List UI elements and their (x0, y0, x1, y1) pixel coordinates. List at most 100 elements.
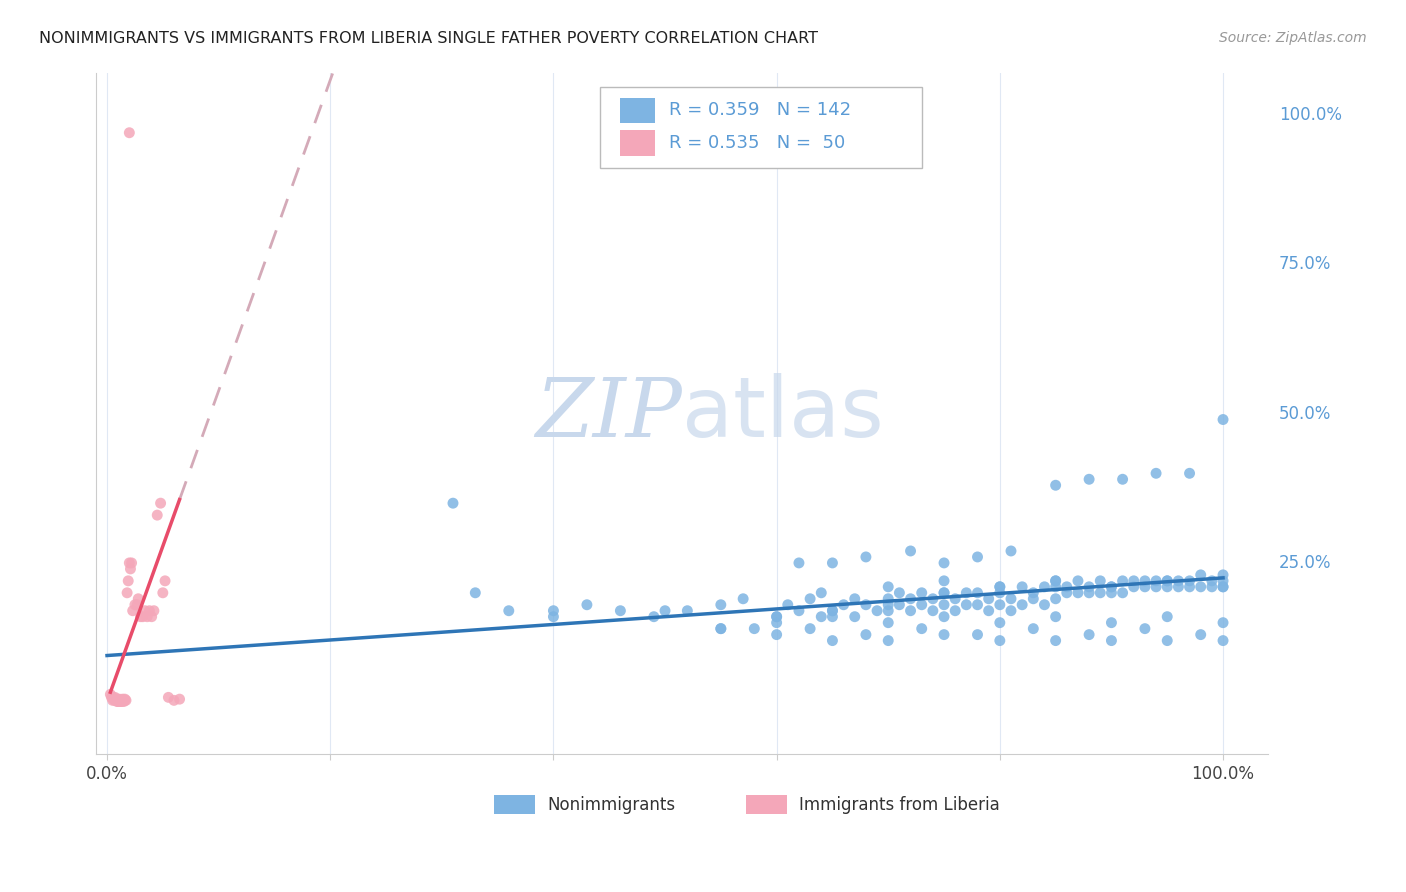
Point (1045, 591, 1067, 606)
Point (855, 598, 877, 612)
Point (932, 609, 955, 624)
Point (988, 615, 1011, 630)
Point (105, 694, 128, 708)
Point (821, 604, 844, 618)
Point (1067, 586, 1090, 600)
Point (121, 556, 143, 570)
Point (932, 556, 955, 570)
Point (1167, 580, 1189, 594)
Point (821, 609, 844, 624)
Point (1045, 580, 1067, 594)
Text: 100.0%: 100.0% (1279, 106, 1341, 124)
Point (141, 609, 163, 624)
Bar (747, 795, 787, 814)
Point (1078, 627, 1101, 641)
Point (1167, 574, 1189, 588)
Point (787, 556, 810, 570)
Point (127, 591, 149, 606)
Point (921, 604, 943, 618)
Point (100, 690, 122, 705)
Point (134, 604, 156, 618)
Text: 50.0%: 50.0% (1279, 405, 1331, 423)
Point (810, 609, 832, 624)
Point (900, 544, 922, 558)
Point (1212, 412, 1234, 426)
Text: Nonimmigrants: Nonimmigrants (547, 796, 675, 814)
Point (654, 604, 676, 618)
Point (1156, 574, 1178, 588)
Point (1212, 633, 1234, 648)
Point (1156, 580, 1178, 594)
Point (1090, 574, 1112, 588)
Point (1045, 609, 1067, 624)
Point (1022, 591, 1045, 606)
Point (1078, 580, 1101, 594)
Point (799, 622, 821, 636)
Point (543, 609, 565, 624)
Point (441, 496, 464, 510)
Point (1000, 604, 1022, 618)
Point (101, 690, 124, 705)
Point (900, 591, 922, 606)
Text: 25.0%: 25.0% (1279, 554, 1331, 572)
Bar (620, 130, 655, 156)
Point (643, 609, 665, 624)
Point (821, 604, 844, 618)
FancyBboxPatch shape (600, 87, 922, 169)
Text: R = 0.359   N = 142: R = 0.359 N = 142 (669, 102, 851, 120)
Point (1212, 580, 1234, 594)
Point (114, 692, 136, 706)
Point (163, 693, 186, 707)
Point (1045, 574, 1067, 588)
Point (115, 586, 138, 600)
Point (1212, 574, 1234, 588)
Point (1212, 580, 1234, 594)
Point (943, 591, 966, 606)
Point (988, 580, 1011, 594)
Point (855, 549, 877, 564)
Point (132, 609, 155, 624)
Point (98, 687, 121, 701)
Point (575, 598, 598, 612)
Point (127, 598, 149, 612)
Point (103, 692, 125, 706)
Point (877, 604, 900, 618)
Point (107, 694, 129, 708)
Point (1033, 598, 1056, 612)
Point (124, 598, 146, 612)
Point (120, 562, 142, 576)
Point (1156, 574, 1178, 588)
Point (988, 586, 1011, 600)
Point (932, 574, 955, 588)
Point (1189, 627, 1212, 641)
Point (676, 604, 699, 618)
Text: atlas: atlas (682, 373, 883, 454)
Point (110, 693, 132, 707)
Point (105, 692, 128, 706)
Point (877, 591, 900, 606)
Point (107, 693, 129, 707)
Point (1078, 472, 1101, 486)
Point (110, 694, 132, 708)
Point (108, 694, 131, 708)
Point (115, 693, 138, 707)
Point (1099, 580, 1122, 594)
Point (110, 693, 132, 707)
Point (1067, 574, 1090, 588)
Point (1144, 580, 1167, 594)
Point (955, 586, 977, 600)
Point (1090, 586, 1112, 600)
Point (821, 556, 844, 570)
Point (1111, 586, 1133, 600)
Point (1189, 567, 1212, 582)
Point (765, 609, 787, 624)
Point (112, 693, 135, 707)
Point (118, 126, 141, 140)
Point (1111, 574, 1133, 588)
Point (142, 604, 165, 618)
Text: Source: ZipAtlas.com: Source: ZipAtlas.com (1219, 31, 1367, 45)
Point (1122, 580, 1144, 594)
Point (977, 591, 1000, 606)
Point (932, 598, 955, 612)
Point (889, 598, 911, 612)
